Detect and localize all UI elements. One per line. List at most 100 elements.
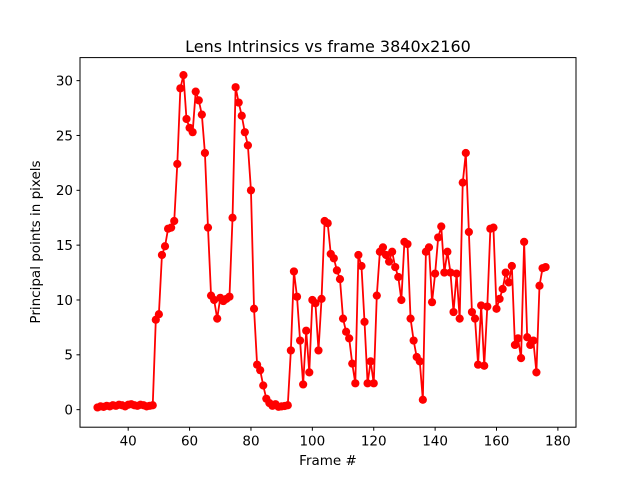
data-point-marker xyxy=(455,314,464,323)
data-point-marker xyxy=(388,247,397,256)
data-point-marker xyxy=(492,304,501,313)
data-point-marker xyxy=(507,261,516,271)
x-tick-label: 120 xyxy=(361,434,387,450)
data-point-marker xyxy=(529,336,538,345)
data-point-marker xyxy=(311,299,320,308)
data-point-marker xyxy=(213,314,222,323)
data-point-marker xyxy=(440,268,449,277)
data-point-marker xyxy=(418,395,427,404)
data-point-marker xyxy=(427,298,437,307)
x-tick-label: 60 xyxy=(181,434,198,450)
data-point-marker xyxy=(431,269,440,278)
data-point-marker xyxy=(348,359,357,368)
data-point-marker xyxy=(437,222,446,231)
data-point-marker xyxy=(246,186,256,195)
data-point-marker xyxy=(357,261,366,271)
data-point-marker xyxy=(148,401,157,410)
y-tick-label: 20 xyxy=(56,183,73,199)
data-point-marker xyxy=(154,310,163,319)
data-point-marker xyxy=(200,148,210,158)
data-point-marker xyxy=(237,111,246,120)
x-tick-label: 80 xyxy=(242,434,259,450)
chart-title: Lens Intrinsics vs frame 3840x2160 xyxy=(185,37,471,56)
data-point-marker xyxy=(338,314,348,323)
data-point-marker xyxy=(535,281,544,290)
data-point-marker xyxy=(516,354,526,363)
data-point-marker xyxy=(397,295,406,305)
data-point-marker xyxy=(461,148,470,158)
data-point-marker xyxy=(384,257,394,266)
data-point-marker xyxy=(470,314,480,323)
data-point-marker xyxy=(289,267,299,276)
data-point-marker xyxy=(314,346,323,355)
y-axis-label: Principal points in pixels xyxy=(28,160,44,324)
y-tick-label: 15 xyxy=(56,238,73,254)
data-point-marker xyxy=(415,357,424,366)
data-point-marker xyxy=(483,302,492,311)
data-point-marker xyxy=(464,227,473,237)
axes-spines xyxy=(79,57,577,428)
data-point-marker xyxy=(434,233,443,242)
data-point-marker xyxy=(329,254,338,263)
y-tick-label: 25 xyxy=(56,128,73,144)
data-point-marker xyxy=(523,333,532,342)
x-tick-label: 180 xyxy=(545,434,571,450)
data-point-marker xyxy=(160,242,170,251)
data-point-marker xyxy=(381,250,391,260)
data-point-marker xyxy=(240,128,249,137)
data-point-marker xyxy=(194,96,203,105)
data-point-marker xyxy=(197,110,206,119)
data-point-marker xyxy=(173,159,182,169)
data-point-marker xyxy=(354,250,363,260)
data-point-marker xyxy=(501,268,510,277)
x-tick-label: 140 xyxy=(422,434,448,450)
data-point-marker xyxy=(256,366,265,375)
data-point-marker xyxy=(532,368,541,377)
data-point-marker xyxy=(443,247,452,256)
y-tick-label: 10 xyxy=(56,293,73,309)
data-point-marker xyxy=(243,141,252,150)
data-point-marker xyxy=(477,301,486,310)
data-point-marker xyxy=(234,98,243,107)
data-point-marker xyxy=(179,71,188,80)
data-point-marker xyxy=(480,361,489,370)
data-point-marker xyxy=(510,340,520,350)
data-point-marker xyxy=(495,294,504,303)
data-point-marker xyxy=(424,243,434,252)
y-tick-label: 30 xyxy=(56,73,73,89)
y-tick-label: 5 xyxy=(64,348,73,364)
data-point-marker xyxy=(203,223,213,232)
data-point-marker xyxy=(369,379,378,388)
data-point-marker xyxy=(332,266,341,275)
data-point-marker xyxy=(225,292,234,301)
data-point-marker xyxy=(157,250,167,260)
data-point-marker xyxy=(249,304,259,313)
data-point-marker xyxy=(467,307,477,317)
data-point-marker xyxy=(167,223,176,232)
data-point-marker xyxy=(489,223,498,232)
data-point-marker xyxy=(259,381,268,390)
data-point-marker xyxy=(449,307,458,317)
data-point-marker xyxy=(360,317,369,327)
x-tick-label: 160 xyxy=(484,434,510,450)
data-line-series xyxy=(96,74,547,409)
data-point-marker xyxy=(458,178,467,187)
data-point-marker xyxy=(335,275,345,284)
x-tick-label: 100 xyxy=(299,434,325,450)
data-point-marker xyxy=(541,262,550,272)
data-point-marker xyxy=(182,114,191,124)
data-point-marker xyxy=(394,272,403,282)
data-point-marker xyxy=(452,269,461,278)
data-point-marker xyxy=(342,327,351,336)
data-point-marker xyxy=(378,243,388,252)
data-point-marker xyxy=(302,326,311,335)
x-tick-label: 40 xyxy=(120,434,137,450)
data-point-marker xyxy=(191,87,200,96)
data-point-marker xyxy=(403,239,412,249)
data-point-marker xyxy=(409,336,418,345)
data-point-marker xyxy=(305,368,314,377)
data-point-marker xyxy=(345,334,354,343)
data-point-marker xyxy=(446,268,455,277)
data-point-marker xyxy=(473,360,483,369)
